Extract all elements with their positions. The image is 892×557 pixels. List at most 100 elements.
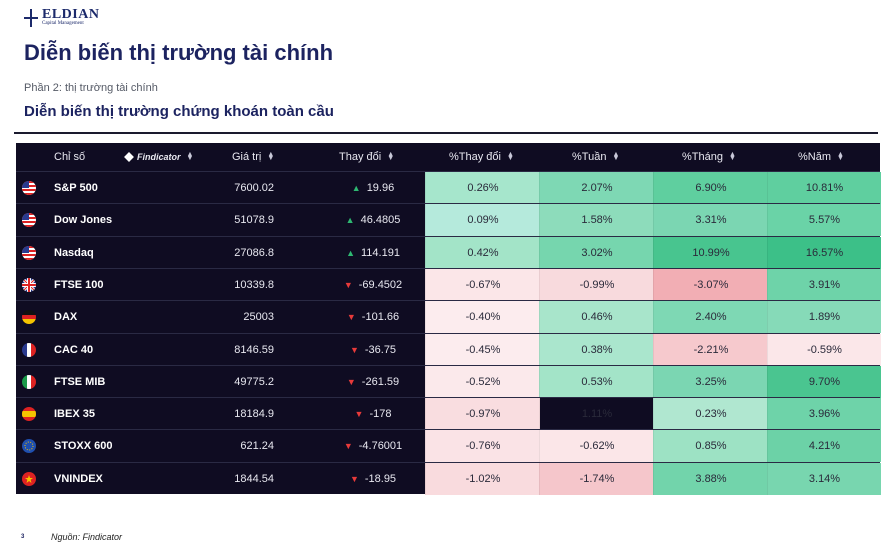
pct-week-cell: -0.99% [539,268,654,301]
pct-week-cell: 1.11% [539,398,654,431]
table-row[interactable]: IBEX 35 18184.9 ▼ -178 -0.97% 1.11% 0.23% 3.96% [16,397,881,431]
index-value: 51078.9 [234,214,274,227]
index-change: ▲ 114.191 [328,237,418,269]
table-row[interactable]: Nasdaq 27086.8 ▲ 114.191 0.42% 3.02% 10.99% 16.… [16,235,881,269]
source-note: Nguồn: Findicator [51,532,123,542]
pct-month-cell: 3.88% [653,462,768,495]
index-value: 49775.2 [234,375,274,388]
triangle-down-icon: ▼ [346,376,356,387]
table-row[interactable]: VNINDEX 1844.54 ▼ -18.95 -1.02% -1.74% 3.88% 3.… [16,461,881,495]
pct-change-cell: -0.52% [425,365,540,398]
sort-icon: ▲ ▼ [387,151,395,163]
pct-year-cell: 5.57% [767,204,881,237]
triangle-down-icon: ▼ [343,279,353,290]
change-value: -18.95 [364,472,397,485]
index-value: 27086.8 [234,246,274,259]
index-name: Dow Jones [54,214,113,227]
table-row[interactable]: CAC 40 8146.59 ▼ -36.75 -0.45% 0.38% -2.21% -0.… [16,332,881,366]
brand-name: ELDIAN [42,7,100,22]
index-change: ▼ -36.75 [328,334,418,366]
index-name: FTSE MIB [54,375,106,388]
index-value: 8146.59 [234,343,274,356]
header-change[interactable]: Thay đổi ▲ ▼ [339,151,395,163]
pct-month-cell: -3.07% [653,268,768,301]
de-flag-icon [22,310,36,325]
pct-month-cell: 0.23% [653,398,768,431]
us-flag-icon [22,181,36,195]
triangle-down-icon: ▼ [354,409,364,420]
table-row[interactable]: FTSE MIB 49775.2 ▼ -261.59 -0.52% 0.53% 3.25% 9… [16,364,881,398]
provider-label: Findicator [137,152,181,162]
pct-month-cell: 2.40% [653,301,768,334]
change-value: 114.191 [360,246,400,259]
table-row[interactable]: STOXX 600 621.24 ▼ -4.76001 -0.76% -0.62% 0.85… [16,429,881,463]
triangle-down-icon: ▼ [343,441,353,452]
eldian-logo: ELDIAN Capital Management [24,7,100,27]
table-row[interactable]: Dow Jones 51078.9 ▲ 46.4805 0.09% 1.58% 3.31% 5… [16,203,881,237]
pct-week-cell: 3.02% [539,236,654,269]
pct-change-cell: -0.45% [425,333,540,366]
pct-change-cell: -1.02% [425,462,540,495]
fr-flag-icon [22,342,36,357]
header-provider[interactable]: Findicator ▲ ▼ [124,143,193,171]
header-pct-year[interactable]: %Năm ▲ ▼ [798,151,844,163]
triangle-up-icon: ▲ [345,215,355,226]
pct-week-cell: -0.62% [539,430,654,463]
index-value: 18184.9 [234,408,274,421]
it-flag-icon [22,374,36,389]
change-value: -261.59 [361,375,400,388]
index-name: FTSE 100 [54,278,104,291]
index-name: S&P 500 [54,182,98,194]
pct-change-cell: 0.42% [425,236,540,269]
pct-change-cell: -0.97% [425,398,540,431]
index-change: ▼ -4.76001 [328,430,418,462]
index-change: ▼ -18.95 [328,463,418,495]
table-row[interactable]: S&P 500 7600.02 ▲ 19.96 0.26% 2.07% 6.90% 10.81… [16,171,881,204]
change-value: 46.4805 [360,214,401,227]
pct-month-cell: 3.25% [653,365,768,398]
pct-year-cell: 3.14% [767,462,881,495]
header-value[interactable]: Giá trị ▲ ▼ [232,151,275,163]
header-index[interactable]: Chỉ số [54,151,86,163]
sort-icon: ▲ ▼ [186,151,194,163]
table-row[interactable]: DAX 25003 ▼ -101.66 -0.40% 0.46% 2.40% 1.89% [16,300,881,334]
index-name: DAX [54,311,78,324]
index-value: 1844.54 [234,472,274,485]
index-change: ▼ -69.4502 [328,269,418,301]
header-pct-month[interactable]: %Tháng ▲ ▼ [682,151,736,163]
triangle-up-icon: ▲ [346,247,355,258]
pct-year-cell: 3.91% [767,268,881,301]
uk-flag-icon [22,277,36,292]
pct-change-cell: -0.67% [425,268,540,301]
pct-change-cell: 0.09% [425,204,540,237]
header-pct-change[interactable]: %Thay đổi ▲ ▼ [449,151,514,163]
index-name: VNINDEX [54,472,103,485]
pct-week-cell: -1.74% [539,462,654,495]
table-header: Chỉ số Findicator ▲ ▼ Giá trị ▲ ▼ Thay đổi ▲ ▼… [16,143,880,171]
pct-year-cell: -0.59% [767,333,881,366]
pct-change-cell: 0.26% [425,172,540,204]
sort-icon: ▲ ▼ [728,151,736,163]
pct-change-cell: -0.40% [425,301,540,334]
sort-icon: ▲ ▼ [506,151,514,163]
header-pct-week[interactable]: %Tuần ▲ ▼ [572,151,620,163]
index-change: ▼ -178 [328,398,418,430]
pct-year-cell: 10.81% [767,172,881,204]
brand-tagline: Capital Management [42,21,84,26]
change-value: -178 [369,408,392,421]
sort-icon: ▲ ▼ [267,151,275,163]
us-flag-icon [22,213,36,228]
triangle-up-icon: ▲ [351,183,361,193]
index-name: STOXX 600 [54,440,113,453]
pct-year-cell: 9.70% [767,365,881,398]
pct-change-cell: -0.76% [425,430,540,463]
table-row[interactable]: FTSE 100 10339.8 ▼ -69.4502 -0.67% -0.99% -3.0… [16,267,881,301]
divider [14,132,878,134]
index-name: Nasdaq [54,246,94,259]
us-flag-icon [22,245,36,260]
sort-icon: ▲ ▼ [837,151,844,163]
pct-month-cell: -2.21% [653,333,768,366]
change-value: -101.66 [361,311,400,324]
pct-month-cell: 10.99% [653,236,768,269]
pct-week-cell: 0.38% [539,333,654,366]
